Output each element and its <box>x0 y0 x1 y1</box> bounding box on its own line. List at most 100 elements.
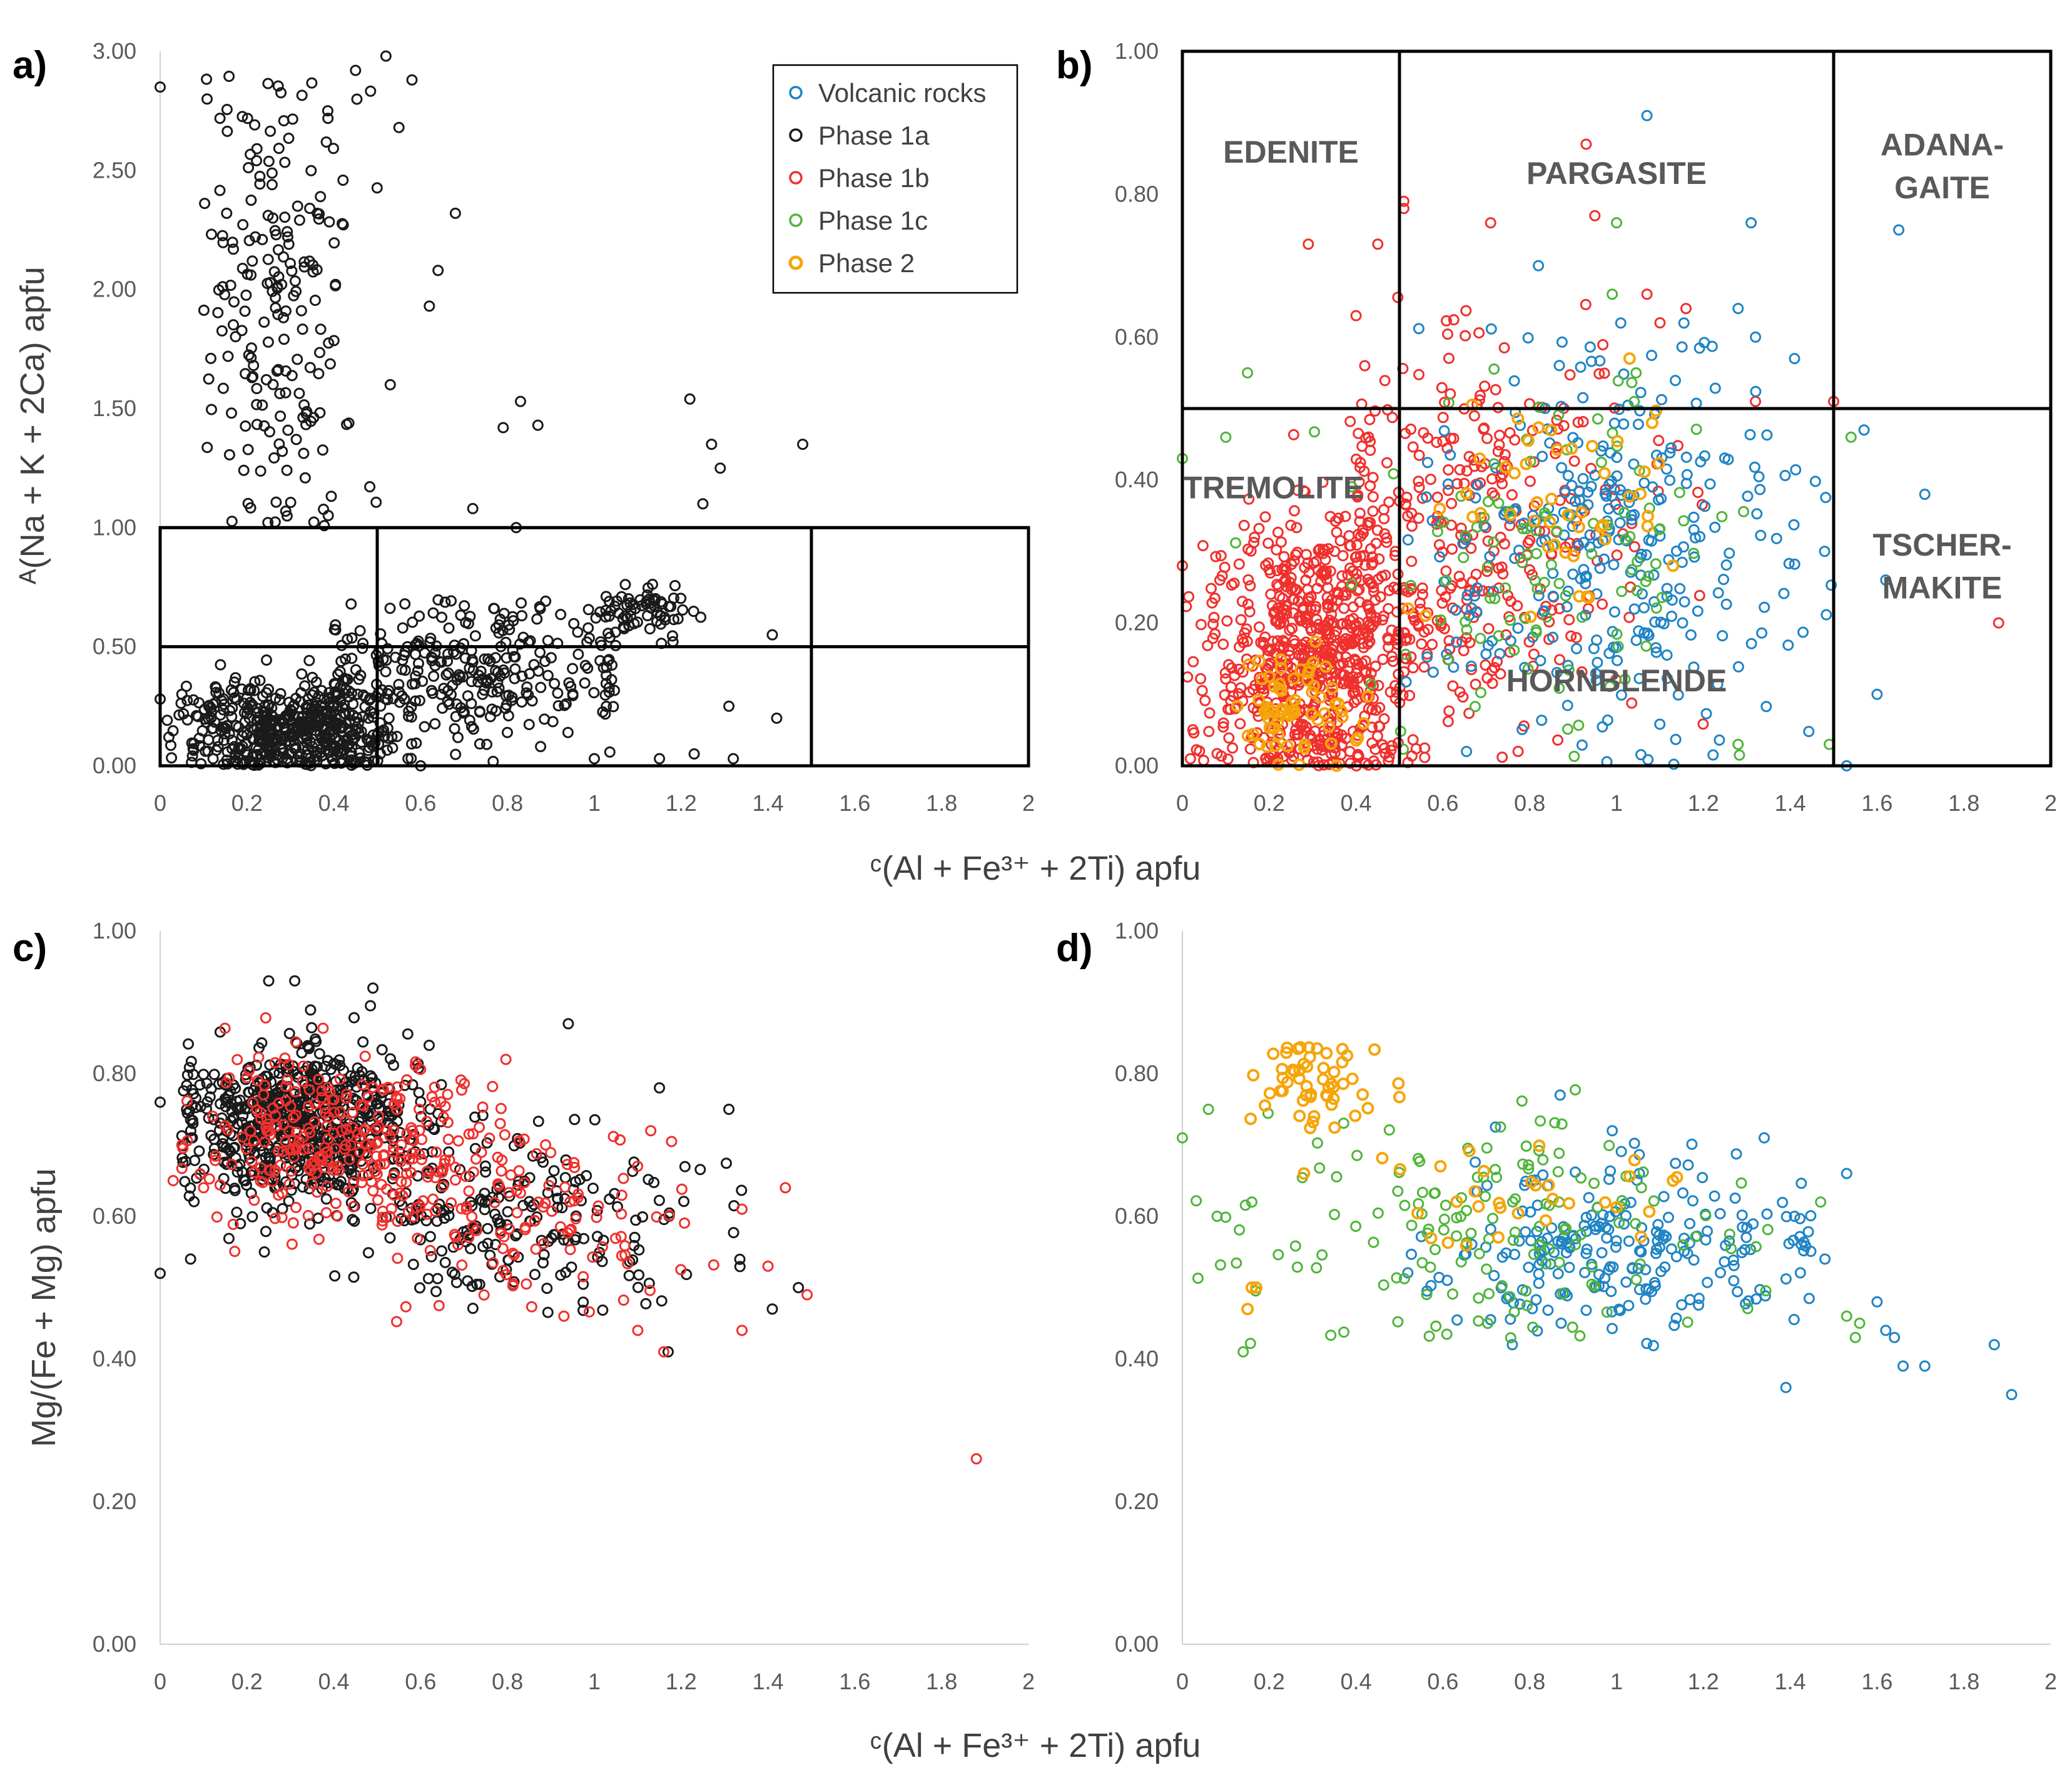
point-phase-1a <box>212 307 224 318</box>
point-phase-1a <box>584 633 595 644</box>
point-volcanic-rocks <box>1566 480 1578 491</box>
point-phase-1a <box>225 1146 236 1157</box>
point-phase-1c <box>1611 440 1623 452</box>
point-phase-1b <box>1437 412 1449 424</box>
point-phase-1b <box>1410 743 1422 755</box>
point-phase-1b <box>1344 634 1356 646</box>
point-phase-1b <box>370 1151 382 1162</box>
point-phase-1a <box>328 706 340 718</box>
point-phase-1b <box>1413 482 1425 493</box>
point-phase-1a <box>458 638 470 649</box>
point-phase-1c <box>1626 377 1638 389</box>
point-volcanic-rocks <box>1694 531 1706 542</box>
point-volcanic-rocks <box>1451 636 1462 648</box>
point-phase-1b <box>1359 710 1371 722</box>
point-phase-1b <box>240 1143 252 1154</box>
point-phase-1a <box>312 1060 323 1072</box>
point-volcanic-rocks <box>1575 361 1587 373</box>
point-phase-1a <box>391 731 403 743</box>
point-volcanic-rocks <box>1897 1360 1909 1372</box>
point-phase-1a <box>450 748 462 760</box>
point-volcanic-rocks <box>1553 360 1565 372</box>
point-phase-1c <box>1471 521 1483 533</box>
point-phase-1b <box>1291 729 1303 741</box>
point-phase-1a <box>303 1041 315 1053</box>
point-phase-1c <box>1311 1137 1323 1149</box>
point-phase-1a <box>226 702 238 714</box>
point-phase-1b <box>1436 598 1448 609</box>
point-phase-2 <box>1309 635 1322 648</box>
point-phase-1a <box>270 496 282 508</box>
point-phase-1a <box>424 1231 436 1243</box>
point-volcanic-rocks <box>1809 476 1821 487</box>
point-volcanic-rocks <box>1645 535 1657 547</box>
point-phase-1c <box>1633 465 1645 477</box>
point-phase-1b <box>507 1248 519 1259</box>
point-phase-1b <box>675 1264 687 1276</box>
point-volcanic-rocks <box>1520 1226 1531 1238</box>
point-volcanic-rocks <box>1728 1259 1740 1271</box>
point-volcanic-rocks <box>1715 1267 1726 1279</box>
point-volcanic-rocks <box>1465 660 1477 672</box>
point-phase-1b <box>309 1116 320 1128</box>
point-phase-1a <box>224 704 236 716</box>
legend-label: Phase 1c <box>818 206 928 235</box>
point-volcanic-rocks <box>1650 646 1662 658</box>
point-phase-1a <box>163 731 175 743</box>
point-phase-1a <box>611 595 622 607</box>
point-phase-1b <box>546 1205 558 1217</box>
point-phase-1b <box>305 1158 317 1170</box>
point-volcanic-rocks <box>1563 1241 1575 1253</box>
point-phase-1a <box>245 195 257 206</box>
point-phase-1c <box>1392 1316 1404 1328</box>
point-phase-1c <box>1470 701 1481 713</box>
x-tick-label: 1.4 <box>753 1669 784 1694</box>
point-phase-2 <box>1643 1205 1656 1218</box>
point-phase-1a <box>254 178 266 190</box>
point-phase-1a <box>324 358 336 370</box>
point-phase-1c <box>1242 367 1254 379</box>
point-phase-1a <box>273 1067 285 1079</box>
point-phase-1b <box>1486 664 1498 676</box>
point-phase-1a <box>251 419 263 430</box>
point-volcanic-rocks <box>1471 479 1483 491</box>
point-phase-1a <box>603 610 615 622</box>
point-phase-2 <box>1262 670 1276 683</box>
point-phase-1a <box>181 1079 193 1091</box>
point-phase-1a <box>265 718 277 730</box>
point-phase-1c <box>1522 663 1534 675</box>
point-volcanic-rocks <box>1615 317 1627 329</box>
point-phase-1a <box>318 504 330 515</box>
point-phase-1a <box>728 753 739 765</box>
point-phase-1b <box>1305 603 1317 614</box>
point-volcanic-rocks <box>1646 350 1657 361</box>
point-phase-1c <box>1246 1196 1257 1208</box>
point-phase-1a <box>532 1116 544 1127</box>
point-phase-1a <box>291 1037 303 1049</box>
x-tick-label: 0.4 <box>318 790 350 816</box>
point-phase-2 <box>1298 738 1311 751</box>
point-phase-1c <box>1391 1272 1403 1284</box>
point-phase-2 <box>1298 1167 1311 1180</box>
point-phase-1a <box>643 1278 655 1289</box>
point-phase-1b <box>273 1189 285 1201</box>
point-phase-1b <box>1291 522 1303 534</box>
point-phase-1a <box>306 77 318 89</box>
point-volcanic-rocks <box>1425 1279 1437 1291</box>
point-phase-1c <box>1406 1219 1418 1231</box>
point-phase-1b <box>1297 719 1309 730</box>
point-phase-1b <box>1247 684 1259 696</box>
point-phase-1a <box>504 624 515 636</box>
point-phase-1b <box>1285 583 1297 595</box>
y-tick-label: 0.20 <box>1115 1488 1159 1514</box>
point-phase-1b <box>1239 627 1251 639</box>
point-phase-1b <box>269 1057 281 1069</box>
point-phase-1b <box>577 1271 589 1283</box>
point-phase-1b <box>1593 368 1605 380</box>
point-volcanic-rocks <box>1593 1269 1605 1281</box>
point-phase-1a <box>486 686 498 698</box>
point-phase-1a <box>258 1246 270 1258</box>
point-volcanic-rocks <box>1571 643 1582 654</box>
point-phase-1b <box>1350 619 1362 631</box>
point-volcanic-rocks <box>1732 1286 1744 1298</box>
